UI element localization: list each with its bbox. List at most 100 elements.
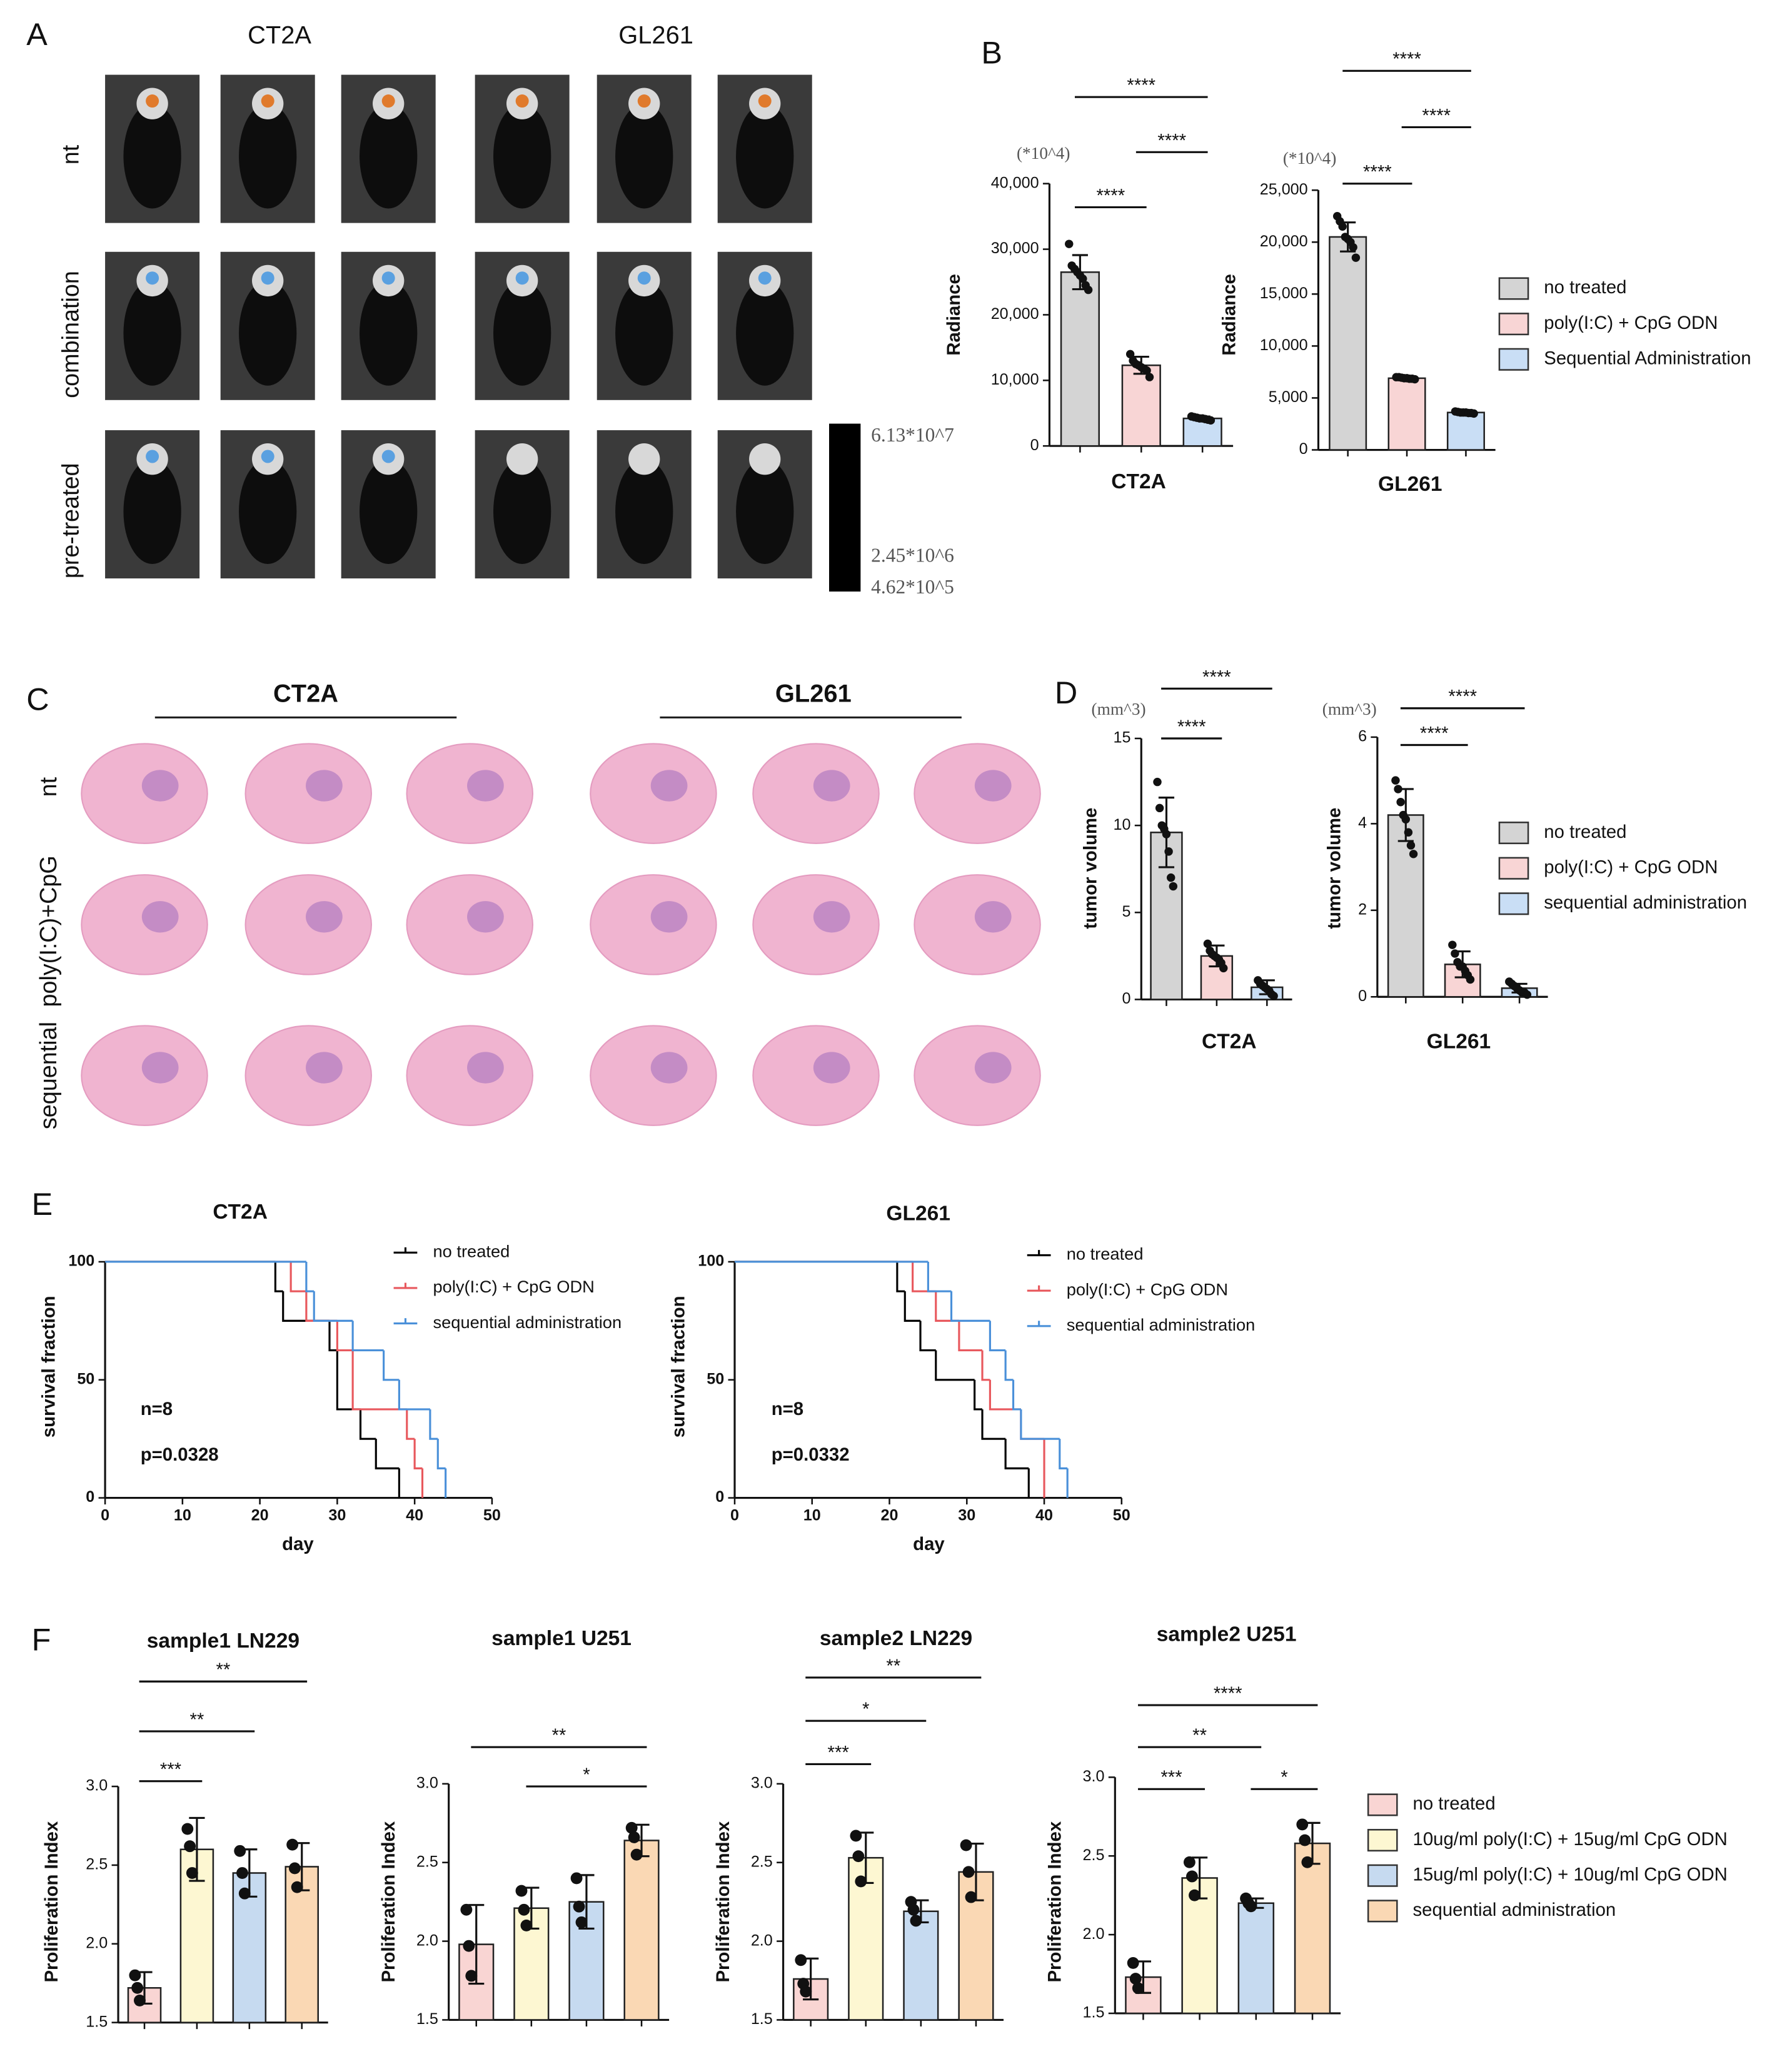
y-axis-label: tumor volume [1080,808,1100,929]
data-point [291,1881,303,1893]
data-point [1411,375,1419,384]
data-point [1153,777,1162,787]
legend-label: no treated [433,1242,510,1261]
lesion [467,1052,504,1084]
sig-label: *** [160,1759,181,1780]
signal [758,271,772,285]
y-tick-label: 0 [1358,987,1367,1005]
legend-label: no treated [1067,1244,1144,1264]
lesion [467,901,504,933]
data-point [1132,1982,1144,1995]
sig-label: **** [1127,75,1155,96]
y-axis-label: Proliferation Index [1045,1821,1065,1982]
survival-step [328,1321,338,1352]
survival-step [436,1439,446,1469]
x-tick-label: 10 [174,1507,191,1524]
y-axis-label: survival fraction [39,1296,59,1437]
mouse-body [360,280,418,386]
data-point [1394,785,1402,793]
y-tick-label: 3.0 [751,1775,773,1792]
x-axis-label: day [282,1534,314,1554]
y-tick-label: 50 [707,1370,724,1387]
data-point [625,1821,638,1834]
panel-letter: B [981,34,1002,70]
x-tick-label: 40 [1035,1507,1053,1524]
data-point [1404,828,1413,837]
lesion [974,770,1012,802]
sig-label: **** [1202,667,1231,687]
mouse-body [360,103,418,209]
lesion [813,901,850,933]
data-point [1391,776,1400,785]
y-tick-label: 10 [1114,816,1131,833]
y-tick-label: 20,000 [1260,233,1308,250]
data-point [852,1850,865,1863]
y-tick-label: 0 [86,1488,94,1506]
data-point [630,1848,643,1861]
data-point [1406,841,1416,850]
y-unit: (*10^4) [1017,144,1070,163]
sig-label: *** [1160,1767,1182,1788]
legend-swatch [1498,277,1529,300]
signal [381,271,395,285]
survival-step [336,1321,353,1352]
x-tick-label: 50 [483,1507,501,1524]
data-point [288,1862,301,1875]
data-point [234,1845,246,1857]
data-point [907,1903,920,1916]
data-point [131,1981,144,1994]
mouse-body [239,103,297,209]
y-unit: (mm^3) [1092,700,1146,718]
y-tick-label: 20,000 [991,305,1039,323]
data-point [910,1915,922,1927]
data-point [850,1830,862,1842]
data-point [1189,1889,1201,1901]
sig-label: **** [1422,105,1451,126]
data-point [1127,1956,1139,1969]
y-tick-label: 100 [698,1252,724,1270]
data-point [965,1891,977,1903]
legend-label: 15ug/ml poly(I:C) + 10ug/ml CpG ODN [1412,1864,1727,1885]
mouse-body [493,280,551,386]
mouse-body [736,280,794,386]
signal [637,271,651,285]
data-point [1183,1856,1196,1868]
annotation: p=0.0332 [772,1444,850,1465]
sig-label: **** [1096,185,1125,206]
data-point [520,1919,533,1931]
legend-swatch [1498,822,1529,845]
survival-step [919,1321,936,1352]
legend-label: 10ug/ml poly(I:C) + 15ug/ml CpG ODN [1412,1829,1727,1850]
y-axis-label: tumor volume [1324,808,1344,929]
signal [637,94,651,108]
panel-letter: A [26,16,48,52]
legend-swatch [1367,1793,1398,1816]
chart-title: sample2 U251 [1157,1623,1297,1646]
survival-step [974,1379,983,1411]
y-tick-label: 1.5 [86,2013,108,2030]
y-tick-label: 3.0 [86,1777,108,1795]
data-point [238,1887,251,1900]
lesion [813,1052,850,1084]
x-tick-label: 0 [730,1507,739,1524]
data-point [286,1838,299,1851]
survival-step [989,1321,1006,1352]
lesion [974,1052,1012,1084]
signal [261,271,274,285]
data-point [1351,253,1361,262]
data-point [1203,939,1212,949]
survival-step [398,1379,430,1411]
bar [623,1840,660,2021]
data-point [1451,949,1459,958]
sig-label: *** [828,1742,849,1763]
survival-step [1004,1350,1014,1381]
y-axis-label: survival fraction [668,1296,689,1437]
sig-label: **** [1214,1683,1242,1704]
mouse-body [736,103,794,209]
y-tick-label: 2.0 [416,1931,438,1949]
data-point [515,1885,528,1897]
legend-label: no treated [1544,822,1626,842]
signal [758,94,772,108]
data-point [1162,830,1171,838]
